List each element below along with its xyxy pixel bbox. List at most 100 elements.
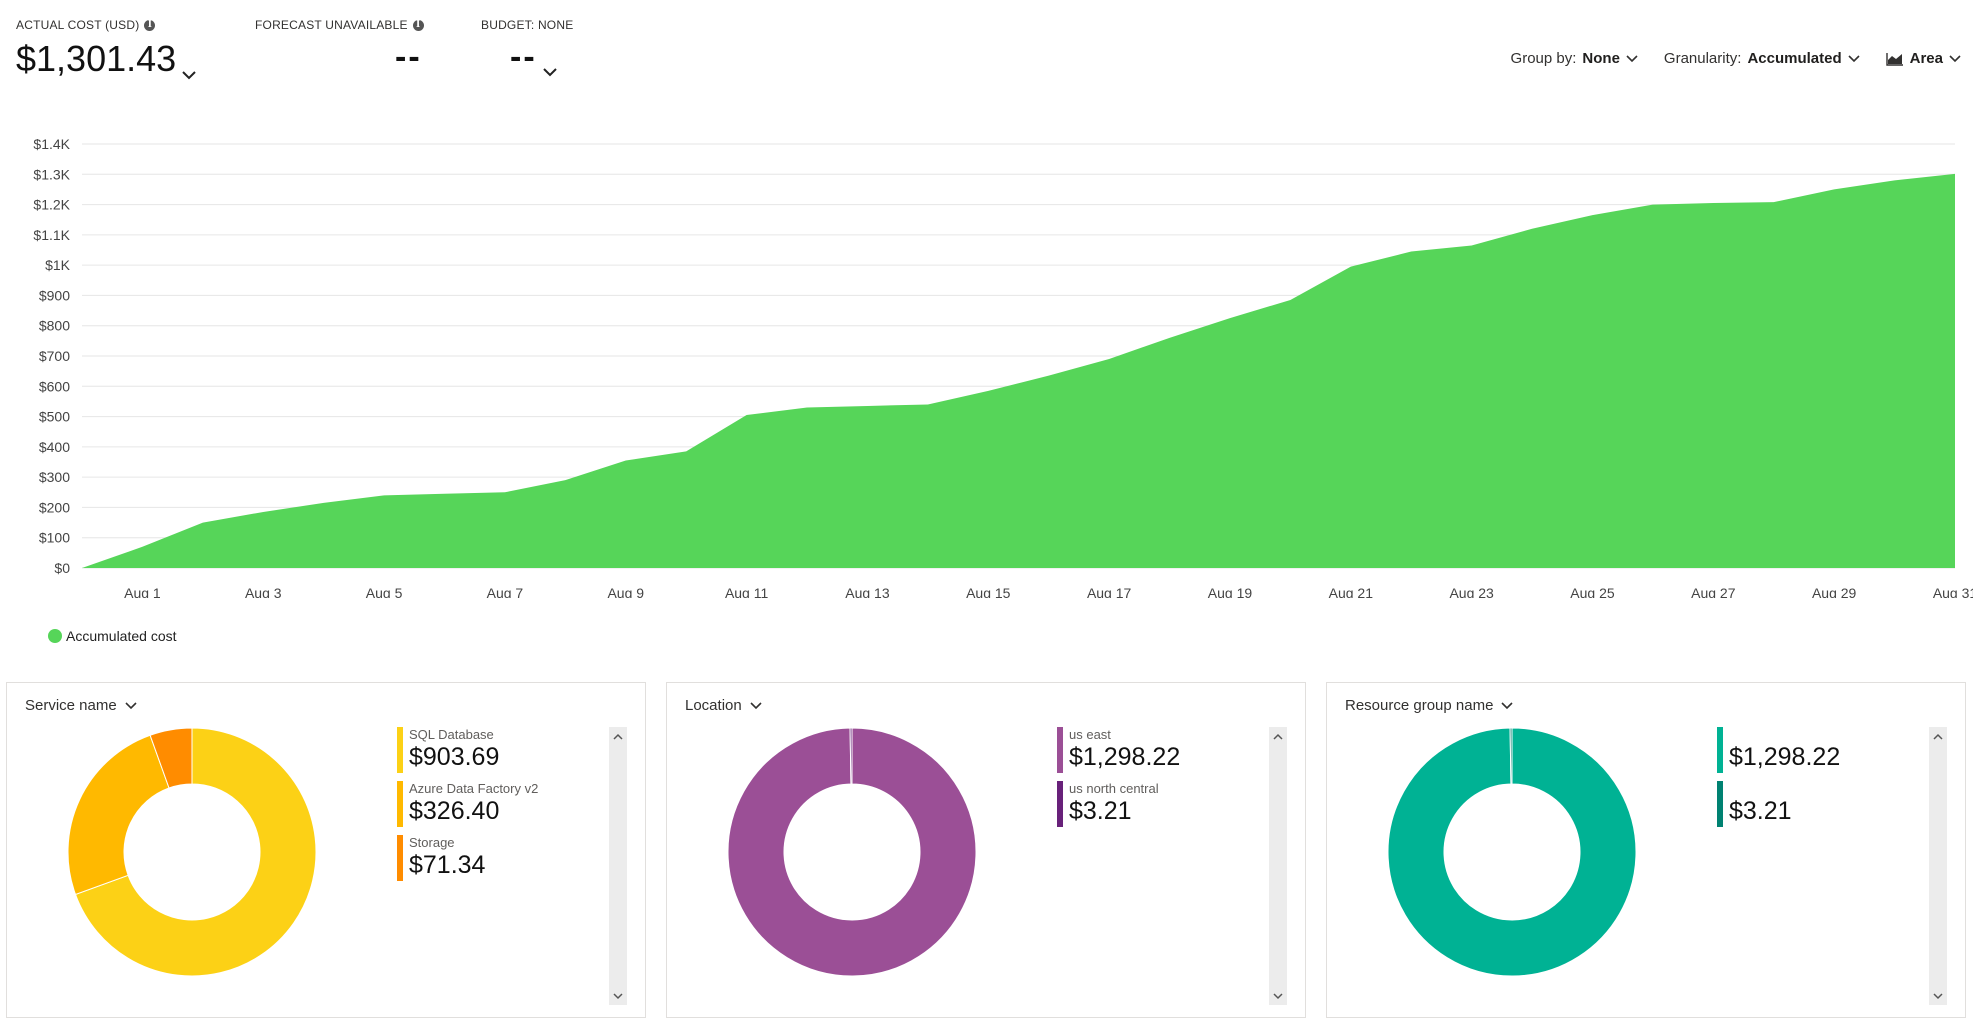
x-tick-label: Aug 5 bbox=[366, 585, 403, 598]
legend-entry[interactable]: us east $1,298.22 bbox=[1057, 727, 1257, 773]
x-tick-label: Aug 7 bbox=[487, 585, 524, 598]
y-tick-label: $200 bbox=[39, 499, 70, 515]
forecast-value-row: -- bbox=[255, 38, 424, 77]
accumulated-cost-area-chart: $0 $100 $200 $300 $400 $500 $600 $700 $800 $900 $1… bbox=[33, 136, 1973, 598]
donut-slice[interactable] bbox=[149, 727, 193, 789]
donut-chart bbox=[727, 727, 977, 977]
scrollbar[interactable] bbox=[1269, 727, 1287, 1005]
scroll-up-button[interactable] bbox=[609, 727, 627, 745]
x-tick-label: Aug 17 bbox=[1087, 585, 1132, 598]
info-icon[interactable]: i bbox=[144, 19, 156, 31]
legend-entry-name: us east bbox=[1069, 727, 1111, 742]
scroll-down-button[interactable] bbox=[1269, 987, 1287, 1005]
x-tick-label: Aug 23 bbox=[1449, 585, 1494, 598]
card-title: Location bbox=[685, 697, 742, 714]
chart-toolbar: Group by: None Granularity: Accumulated … bbox=[1511, 50, 1961, 67]
y-tick-label: $0 bbox=[54, 560, 70, 576]
actual-cost-kpi[interactable]: ACTUAL COST (USD) i $1,301.43 bbox=[16, 18, 196, 80]
x-tick-label: Aug 19 bbox=[1208, 585, 1253, 598]
actual-cost-value-row: $1,301.43 bbox=[16, 38, 196, 80]
group-by-label: Group by: bbox=[1510, 50, 1577, 67]
legend-entry[interactable]: $3.21 bbox=[1717, 781, 1917, 827]
card-dimension-dropdown[interactable]: Service name bbox=[25, 697, 137, 714]
card-legend: SQL Database $903.69 Azure Data Factory v2… bbox=[397, 727, 597, 889]
legend-color-bar bbox=[1717, 781, 1723, 827]
series-area-accumulated-cost[interactable] bbox=[82, 173, 1955, 568]
x-tick-label: Aug 15 bbox=[966, 585, 1011, 598]
legend-color-bar bbox=[1717, 727, 1723, 773]
budget-label-row: BUDGET: NONE bbox=[481, 18, 573, 32]
card-title: Service name bbox=[25, 697, 117, 714]
legend-entry-name: us north central bbox=[1069, 781, 1159, 796]
actual-cost-label: ACTUAL COST (USD) bbox=[16, 18, 140, 32]
legend-entry-value: $71.34 bbox=[409, 851, 486, 879]
legend-entry-value: $3.21 bbox=[1069, 797, 1132, 825]
chevron-down-icon bbox=[750, 701, 762, 709]
card-dimension-dropdown[interactable]: Location bbox=[685, 697, 762, 714]
legend-entry-name bbox=[1729, 781, 1917, 797]
scrollbar[interactable] bbox=[609, 727, 627, 1005]
chevron-up-icon bbox=[1273, 733, 1283, 740]
y-tick-label: $800 bbox=[39, 318, 70, 334]
y-tick-label: $900 bbox=[39, 287, 70, 303]
legend-entry[interactable]: us north central $3.21 bbox=[1057, 781, 1257, 827]
card-dimension-dropdown[interactable]: Resource group name bbox=[1345, 697, 1513, 714]
legend-entry-value: $3.21 bbox=[1729, 797, 1792, 825]
scroll-down-button[interactable] bbox=[609, 987, 627, 1005]
donut-slice[interactable] bbox=[74, 727, 317, 977]
granularity-dropdown[interactable]: Granularity: Accumulated bbox=[1664, 50, 1860, 67]
legend-color-bar bbox=[397, 727, 403, 773]
scrollbar[interactable] bbox=[1929, 727, 1947, 1005]
chevron-down-icon bbox=[1949, 54, 1961, 62]
x-tick-label: Aug 1 bbox=[124, 585, 161, 598]
service-name-card: Service name SQL Database $903.69 Azure Da… bbox=[6, 682, 646, 1018]
forecast-value: -- bbox=[395, 38, 422, 76]
x-tick-label: Aug 27 bbox=[1691, 585, 1736, 598]
area-chart-icon bbox=[1885, 52, 1903, 66]
legend-entry-name: SQL Database bbox=[409, 727, 494, 742]
scroll-down-button[interactable] bbox=[1929, 987, 1947, 1005]
legend-entry[interactable]: Azure Data Factory v2 $326.40 bbox=[397, 781, 597, 827]
card-legend: $1,298.22 $3.21 bbox=[1717, 727, 1917, 835]
legend-color-bar bbox=[1057, 781, 1063, 827]
y-tick-label: $700 bbox=[39, 348, 70, 364]
legend-entry[interactable]: SQL Database $903.69 bbox=[397, 727, 597, 773]
forecast-label: FORECAST UNAVAILABLE bbox=[255, 18, 408, 32]
group-by-dropdown[interactable]: Group by: None bbox=[1511, 50, 1638, 67]
y-tick-label: $1.1K bbox=[33, 227, 70, 243]
x-tick-label: Aug 9 bbox=[607, 585, 644, 598]
card-title: Resource group name bbox=[1345, 697, 1494, 714]
legend-entry[interactable]: Storage $71.34 bbox=[397, 835, 597, 881]
forecast-kpi: FORECAST UNAVAILABLE i -- bbox=[255, 18, 424, 77]
x-tick-label: Aug 21 bbox=[1329, 585, 1374, 598]
chevron-down-icon[interactable] bbox=[182, 70, 196, 80]
scroll-up-button[interactable] bbox=[1269, 727, 1287, 745]
legend-entry-value: $903.69 bbox=[409, 743, 500, 771]
legend-label: Accumulated cost bbox=[66, 628, 177, 644]
chart-type-dropdown[interactable]: Area bbox=[1885, 50, 1961, 67]
group-by-value: None bbox=[1582, 50, 1620, 67]
y-tick-label: $1.2K bbox=[33, 197, 70, 213]
forecast-label-row: FORECAST UNAVAILABLE i bbox=[255, 18, 424, 32]
donut-slice[interactable] bbox=[1509, 727, 1513, 785]
budget-label: BUDGET: NONE bbox=[481, 18, 574, 32]
legend-entry-name bbox=[1729, 727, 1917, 743]
legend-entry[interactable]: $1,298.22 bbox=[1717, 727, 1917, 773]
donut-slice[interactable] bbox=[67, 734, 170, 896]
chevron-down-icon[interactable] bbox=[542, 67, 557, 77]
donut-slice[interactable] bbox=[727, 727, 977, 977]
legend-entry-value: $1,298.22 bbox=[1069, 743, 1181, 771]
chevron-up-icon bbox=[1933, 733, 1943, 740]
info-icon[interactable]: i bbox=[412, 19, 424, 31]
donut-slice[interactable] bbox=[849, 727, 853, 785]
x-tick-label: Aug 11 bbox=[725, 585, 769, 598]
donut-slice[interactable] bbox=[1387, 727, 1637, 977]
legend-color-bar bbox=[1057, 727, 1063, 773]
budget-kpi[interactable]: BUDGET: NONE -- bbox=[481, 18, 573, 77]
legend-entry-name: Storage bbox=[409, 835, 455, 850]
x-tick-label: Aug 3 bbox=[245, 585, 282, 598]
scroll-up-button[interactable] bbox=[1929, 727, 1947, 745]
actual-cost-label-row: ACTUAL COST (USD) i bbox=[16, 18, 196, 32]
y-tick-label: $100 bbox=[39, 530, 70, 546]
